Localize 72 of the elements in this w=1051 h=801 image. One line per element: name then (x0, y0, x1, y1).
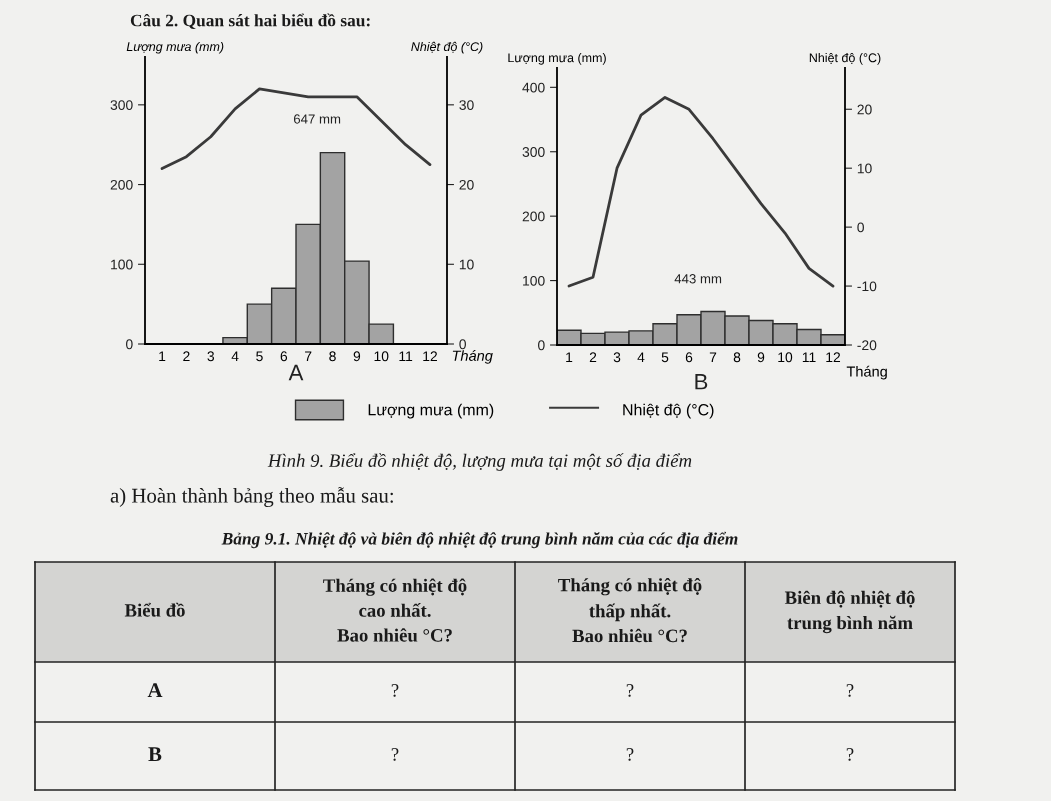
x-tick-label: 4 (637, 352, 645, 363)
x-tick-label: 9 (757, 352, 765, 363)
category-label: Tháng có nhiệt độ cao nhất. Bao nhiêu °C? (323, 578, 467, 642)
y-tick-label: 100 (523, 275, 545, 286)
y2-tick-label: -20 (857, 340, 877, 351)
y-tick-label: 400 (522, 82, 545, 93)
annotation: 647 mm (293, 114, 341, 124)
x-tick-label: 7 (305, 351, 312, 362)
text: a) Hoàn thành bảng theo mẫu sau: (110, 487, 393, 507)
y2-tick-label: 10 (857, 163, 872, 174)
y2-axis-title: Nhiệt độ (°C) (809, 52, 881, 65)
category-label: B (148, 747, 162, 762)
text: ? (626, 748, 634, 761)
y2-axis-title: Nhiệt độ (°C) (411, 41, 483, 54)
y-tick-label: 100 (111, 259, 133, 270)
x-tick-label: 9 (353, 351, 361, 362)
text: ? (846, 748, 854, 761)
x-tick-label: 3 (207, 351, 215, 362)
x-tick-label: 5 (256, 351, 263, 362)
text: Bảng 9.1. Nhiệt độ và biên độ nhiệt độ trung bình năm của các địa điểm (221, 531, 738, 549)
y2-tick-label: 30 (459, 100, 474, 110)
x-tick-label: 10 (778, 352, 793, 363)
y2-tick-label: 10 (459, 259, 474, 270)
y-axis-title: Lượng mưa (mm) (126, 41, 224, 54)
y-axis-title: Lượng mưa (mm) (508, 53, 606, 65)
text: ? (626, 684, 634, 697)
annotation: 443 mm (674, 274, 722, 284)
x-axis-title: Tháng (846, 365, 887, 380)
y-tick-label: 300 (522, 147, 545, 157)
text: Biểu đồ (124, 602, 185, 617)
category-label: Biên độ nhiệt độ trung bình năm (784, 590, 915, 634)
y-tick-label: 300 (110, 100, 133, 110)
y2-tick-label: 0 (459, 339, 466, 350)
legend-label: Lượng mưa (mm) (368, 403, 494, 419)
x-tick-label: 10 (374, 351, 389, 362)
x-tick-label: 1 (159, 351, 166, 362)
x-tick-label: 3 (613, 352, 621, 363)
x-tick-label: 2 (589, 352, 597, 363)
x-tick-label: 1 (566, 352, 573, 363)
x-tick-label: 7 (709, 352, 717, 363)
text: ? (391, 748, 399, 761)
x-tick-label: 4 (231, 351, 239, 362)
y2-tick-label: 20 (459, 179, 474, 190)
text: Hình 9. Biểu đồ nhiệt độ, lượng mưa tại một số địa điểm (267, 453, 692, 471)
text: Câu 2. Quan sát hai biểu đồ sau: (130, 13, 370, 29)
y2-tick-label: -10 (857, 281, 877, 292)
x-axis-title: Tháng (452, 350, 493, 364)
x-tick-label: 2 (183, 351, 190, 362)
x-tick-label: 8 (733, 352, 741, 363)
y2-tick-label: 20 (857, 104, 872, 115)
text: ? (846, 684, 854, 697)
y2-tick-label: 0 (857, 222, 864, 233)
x-tick-label: 6 (685, 352, 693, 363)
text: ? (391, 684, 399, 697)
x-tick-label: 6 (280, 351, 288, 362)
x-tick-label: 12 (423, 351, 437, 362)
y-tick-label: 0 (126, 339, 133, 350)
legend-label: Nhiệt độ (°C) (623, 403, 714, 419)
x-tick-label: 12 (826, 352, 841, 363)
text: A (288, 364, 304, 381)
x-tick-label: 11 (399, 351, 413, 362)
x-tick-label: 11 (802, 352, 816, 363)
line-series (160, 87, 432, 170)
text: B (695, 374, 708, 390)
y-tick-label: 200 (522, 211, 545, 222)
category-label: A (147, 683, 163, 698)
x-tick-label: 5 (661, 352, 669, 363)
y-tick-label: 200 (110, 179, 133, 190)
line-series (567, 96, 835, 288)
x-tick-label: 8 (329, 351, 336, 362)
y-tick-label: 0 (538, 340, 545, 351)
category-label: Tháng có nhiệt độ thấp nhất. Bao nhiêu °C? (558, 578, 702, 643)
